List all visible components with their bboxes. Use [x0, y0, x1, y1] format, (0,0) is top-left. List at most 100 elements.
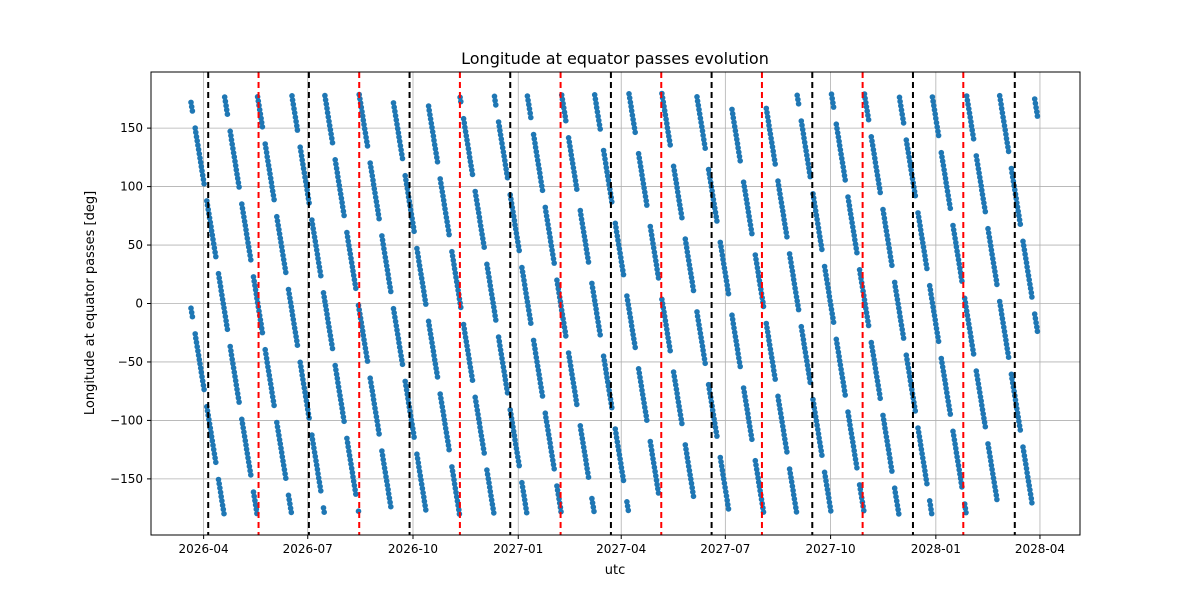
data-point — [651, 249, 658, 255]
data-point — [798, 118, 805, 124]
data-point — [1023, 259, 1030, 266]
data-point — [919, 450, 925, 457]
data-point — [431, 357, 438, 363]
data-point — [252, 282, 258, 289]
data-point — [784, 449, 790, 455]
data-point — [512, 441, 519, 448]
data-point — [883, 228, 890, 234]
data-point — [799, 126, 806, 133]
data-point — [987, 453, 993, 460]
data-point — [655, 490, 662, 496]
data-point — [276, 436, 283, 443]
data-point — [982, 208, 989, 215]
data-point — [746, 419, 752, 426]
data-point — [348, 255, 354, 262]
data-point — [481, 244, 488, 250]
data-point — [561, 320, 567, 326]
data-point — [815, 431, 822, 437]
data-point — [578, 431, 585, 438]
data-point — [976, 385, 982, 392]
data-point — [194, 138, 200, 144]
data-point — [379, 233, 385, 239]
data-point — [719, 252, 726, 258]
data-point — [1001, 324, 1007, 331]
data-point — [828, 302, 834, 308]
data-point — [801, 139, 808, 146]
data-point — [534, 157, 541, 164]
data-point — [309, 436, 316, 443]
data-point — [924, 265, 930, 272]
data-point — [806, 375, 813, 381]
data-point — [595, 113, 601, 119]
data-point — [626, 91, 632, 97]
data-point — [723, 493, 730, 499]
data-point — [852, 456, 859, 463]
data-point — [685, 459, 691, 465]
data-point — [543, 208, 549, 215]
data-point — [391, 310, 398, 316]
data-point — [884, 438, 890, 444]
data-point — [368, 379, 374, 386]
data-point — [766, 127, 773, 133]
data-point — [694, 309, 700, 315]
data-point — [786, 251, 793, 257]
data-point — [827, 503, 833, 510]
data-point — [593, 100, 599, 107]
data-point — [887, 253, 894, 260]
data-point — [498, 136, 505, 142]
data-point — [232, 377, 239, 384]
data-point — [379, 452, 386, 459]
data-point — [642, 404, 648, 411]
data-point — [215, 476, 222, 483]
data-point — [775, 393, 781, 400]
data-point — [497, 342, 503, 349]
data-point — [840, 379, 846, 386]
data-point — [379, 448, 385, 454]
data-point — [526, 101, 532, 108]
data-point — [311, 449, 318, 456]
data-point — [638, 168, 645, 174]
data-point — [464, 347, 471, 354]
data-point — [521, 492, 527, 499]
data-point — [942, 171, 948, 177]
data-point — [554, 281, 561, 288]
data-point — [764, 329, 771, 335]
data-point — [493, 102, 499, 108]
data-point — [976, 170, 982, 176]
data-point — [569, 160, 576, 167]
data-point — [215, 270, 222, 277]
data-point — [676, 403, 682, 410]
data-point — [876, 181, 882, 187]
data-point — [504, 390, 511, 396]
data-point — [429, 339, 435, 346]
data-point — [267, 175, 274, 181]
data-point — [221, 305, 227, 311]
data-point — [1002, 127, 1008, 133]
data-point — [682, 442, 689, 448]
data-point — [934, 124, 940, 130]
data-point — [865, 116, 872, 123]
data-point — [793, 289, 799, 296]
data-point — [1017, 221, 1024, 227]
data-point — [277, 235, 284, 241]
data-point — [620, 271, 627, 278]
data-point — [502, 377, 509, 383]
data-point — [189, 313, 196, 320]
data-point — [233, 382, 240, 388]
data-point — [504, 170, 510, 177]
data-point — [998, 101, 1004, 108]
data-point — [279, 454, 286, 460]
data-point — [460, 321, 467, 328]
data-point — [1021, 452, 1028, 459]
data-point — [322, 92, 328, 99]
x-tick-label: 2026-10 — [388, 542, 438, 556]
data-point — [1014, 204, 1021, 210]
data-point — [731, 119, 737, 125]
data-point — [292, 114, 299, 120]
data-point — [770, 363, 776, 370]
data-point — [521, 277, 527, 284]
data-point — [406, 198, 413, 205]
data-point — [491, 308, 498, 315]
data-point — [241, 429, 247, 435]
data-point — [988, 247, 995, 253]
